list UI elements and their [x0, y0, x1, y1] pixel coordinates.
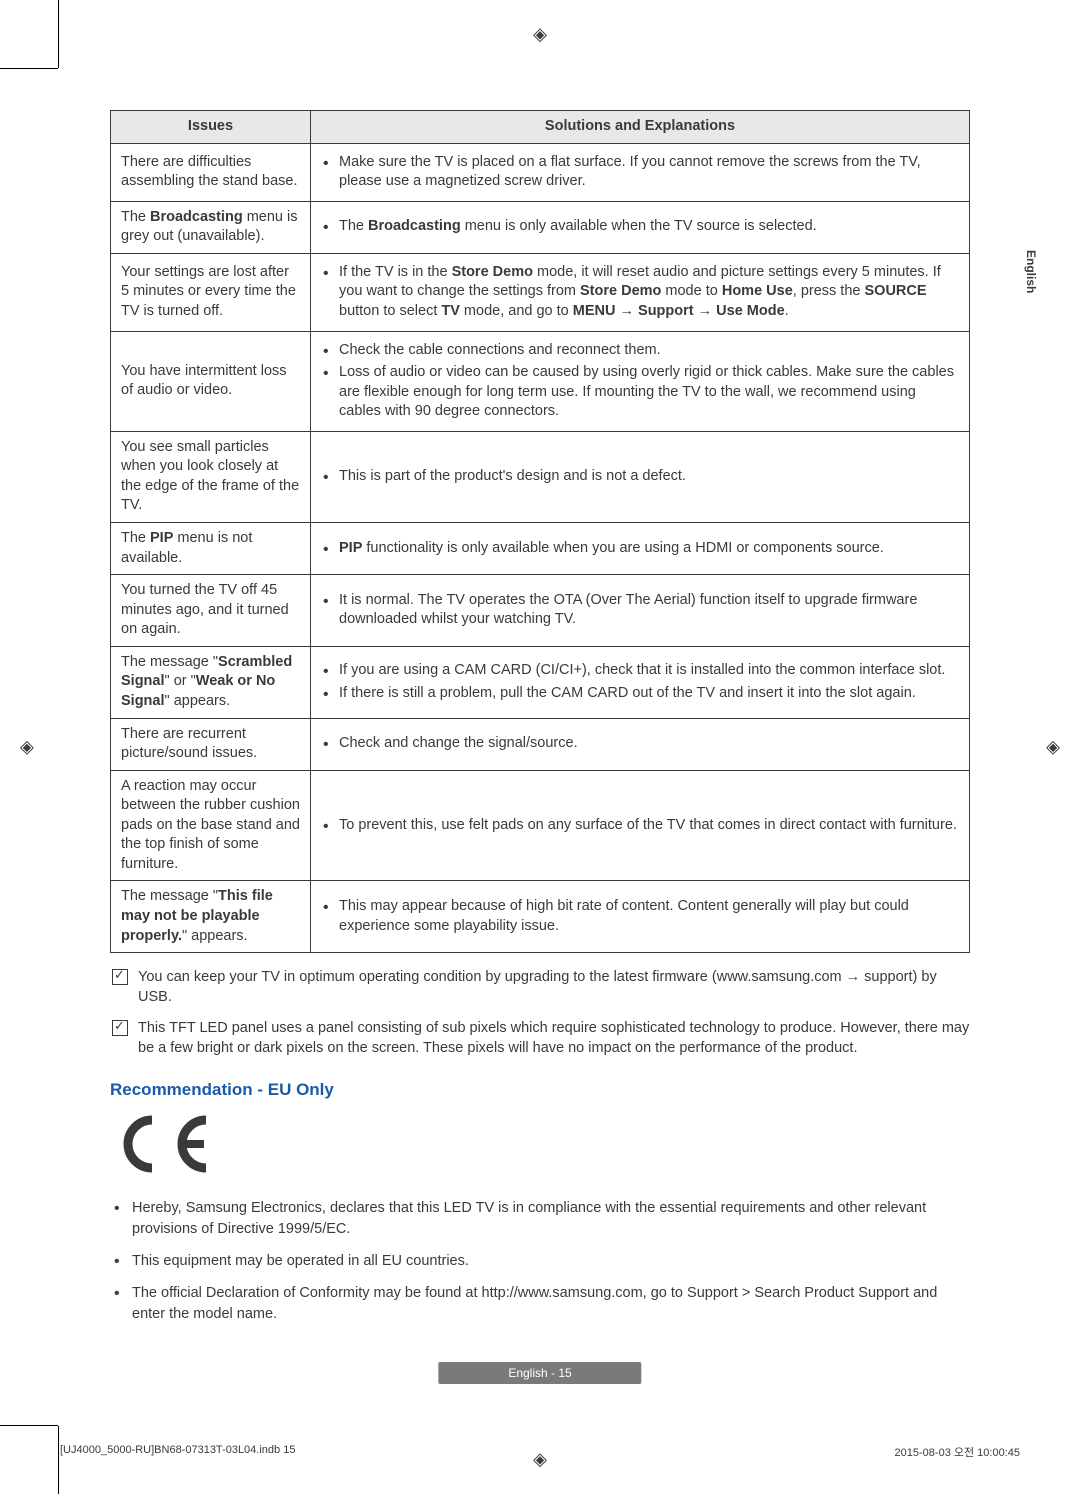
table-row: A reaction may occur between the rubber … [111, 770, 970, 881]
table-row: The message "Scrambled Signal" or "Weak … [111, 646, 970, 718]
solution-item: It is normal. The TV operates the OTA (O… [321, 591, 959, 630]
issue-cell: You have intermittent loss of audio or v… [111, 331, 311, 431]
solution-item: This is part of the product's design and… [321, 467, 959, 487]
issue-cell: The message "Scrambled Signal" or "Weak … [111, 646, 311, 718]
issue-cell: The PIP menu is not available. [111, 523, 311, 575]
issue-cell: You see small particles when you look cl… [111, 431, 311, 522]
solution-cell: This may appear because of high bit rate… [311, 881, 970, 953]
page-content: Issues Solutions and Explanations There … [110, 110, 970, 1336]
issue-cell: The message "This file may not be playab… [111, 881, 311, 953]
issue-cell: Your settings are lost after 5 minutes o… [111, 253, 311, 331]
table-row: You turned the TV off 45 minutes ago, an… [111, 575, 970, 647]
solution-item: If you are using a CAM CARD (CI/CI+), ch… [321, 661, 959, 681]
solution-item: Make sure the TV is placed on a flat sur… [321, 153, 959, 192]
note-item: You can keep your TV in optimum operatin… [110, 967, 970, 1008]
solution-cell: Make sure the TV is placed on a flat sur… [311, 143, 970, 201]
solution-cell: If you are using a CAM CARD (CI/CI+), ch… [311, 646, 970, 718]
issue-cell: There are recurrent picture/sound issues… [111, 718, 311, 770]
rec-bullet: This equipment may be operated in all EU… [110, 1251, 970, 1271]
registration-mark-top: ◈ [533, 24, 547, 45]
table-row: Your settings are lost after 5 minutes o… [111, 253, 970, 331]
solution-cell: If the TV is in the Store Demo mode, it … [311, 253, 970, 331]
table-row: The message "This file may not be playab… [111, 881, 970, 953]
crop-mark [58, 1426, 59, 1494]
table-row: There are difficulties assembling the st… [111, 143, 970, 201]
troubleshooting-table: Issues Solutions and Explanations There … [110, 110, 970, 953]
table-header-row: Issues Solutions and Explanations [111, 111, 970, 144]
solution-cell: Check the cable connections and reconnec… [311, 331, 970, 431]
registration-mark-left: ◈ [20, 737, 34, 758]
issue-cell: A reaction may occur between the rubber … [111, 770, 311, 881]
solution-item: PIP functionality is only available when… [321, 539, 959, 559]
note-item: This TFT LED panel uses a panel consisti… [110, 1018, 970, 1059]
issue-cell: The Broadcasting menu is grey out (unava… [111, 201, 311, 253]
solution-cell: Check and change the signal/source. [311, 718, 970, 770]
table-row: You see small particles when you look cl… [111, 431, 970, 522]
recommendation-title: Recommendation - EU Only [110, 1080, 970, 1100]
rec-bullet: Hereby, Samsung Electronics, declares th… [110, 1198, 970, 1239]
solution-cell: To prevent this, use felt pads on any su… [311, 770, 970, 881]
crop-mark [0, 1425, 58, 1426]
issue-cell: You turned the TV off 45 minutes ago, an… [111, 575, 311, 647]
solution-cell: This is part of the product's design and… [311, 431, 970, 522]
solution-item: To prevent this, use felt pads on any su… [321, 816, 959, 836]
crop-mark [58, 0, 59, 68]
page-footer: English - 15 [438, 1362, 641, 1384]
language-tab: English [1024, 250, 1038, 293]
table-row: You have intermittent loss of audio or v… [111, 331, 970, 431]
table-row: There are recurrent picture/sound issues… [111, 718, 970, 770]
solution-cell: It is normal. The TV operates the OTA (O… [311, 575, 970, 647]
table-row: The Broadcasting menu is grey out (unava… [111, 201, 970, 253]
solution-item: The Broadcasting menu is only available … [321, 217, 959, 237]
header-issues: Issues [111, 111, 311, 144]
solution-item: If the TV is in the Store Demo mode, it … [321, 263, 959, 322]
print-footer-right: 2015-08-03 오전 10:00:45 [895, 1444, 1020, 1460]
crop-mark [0, 68, 58, 69]
solution-item: Loss of audio or video can be caused by … [321, 363, 959, 422]
recommendation-bullets: Hereby, Samsung Electronics, declares th… [110, 1198, 970, 1323]
issue-cell: There are difficulties assembling the st… [111, 143, 311, 201]
solution-item: Check and change the signal/source. [321, 734, 959, 754]
notes-section: You can keep your TV in optimum operatin… [110, 967, 970, 1058]
solution-cell: PIP functionality is only available when… [311, 523, 970, 575]
header-solutions: Solutions and Explanations [311, 111, 970, 144]
registration-mark-right: ◈ [1046, 737, 1060, 758]
solution-item: This may appear because of high bit rate… [321, 897, 959, 936]
rec-bullet: The official Declaration of Conformity m… [110, 1283, 970, 1324]
table-row: The PIP menu is not available. PIP funct… [111, 523, 970, 575]
solution-item: Check the cable connections and reconnec… [321, 341, 959, 361]
solution-item: If there is still a problem, pull the CA… [321, 684, 959, 704]
solution-cell: The Broadcasting menu is only available … [311, 201, 970, 253]
ce-mark-icon [110, 1114, 970, 1188]
print-footer: [UJ4000_5000-RU]BN68-07313T-03L04.indb 1… [60, 1444, 1020, 1460]
print-footer-left: [UJ4000_5000-RU]BN68-07313T-03L04.indb 1… [60, 1444, 295, 1460]
